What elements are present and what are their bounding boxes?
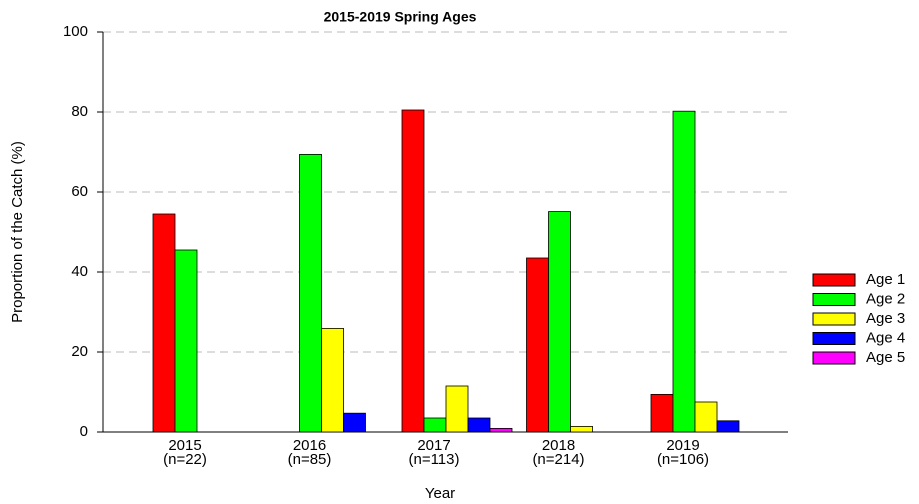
bar xyxy=(467,417,491,433)
legend-label: Age 4 xyxy=(866,329,905,346)
x-tick-label: 2018 xyxy=(542,437,575,454)
x-tick-label: 2019 xyxy=(666,437,699,454)
bar xyxy=(570,425,593,433)
y-tick-label: 80 xyxy=(71,103,88,120)
legend-swatch xyxy=(812,293,856,306)
bar xyxy=(526,257,549,433)
y-axis-title: Proportion of the Catch (%) xyxy=(9,141,26,323)
sample-size-label: (n=106) xyxy=(657,451,709,468)
sample-size-label: (n=113) xyxy=(408,451,459,468)
bar xyxy=(489,427,513,433)
sample-size-label: (n=214) xyxy=(532,451,584,468)
x-tick-label: 2017 xyxy=(417,437,450,454)
y-tick-label: 20 xyxy=(71,343,88,360)
sample-size-label: (n=22) xyxy=(163,451,207,468)
y-tick-label: 100 xyxy=(63,23,88,40)
bar xyxy=(672,110,696,433)
legend-swatch xyxy=(812,332,856,345)
legend-label: Age 5 xyxy=(866,349,905,366)
bar xyxy=(694,401,718,433)
legend-swatch xyxy=(812,312,856,326)
y-tick-label: 60 xyxy=(71,183,88,200)
bar xyxy=(152,213,176,433)
legend-label: Age 2 xyxy=(866,290,905,307)
legend-label: Age 3 xyxy=(866,310,905,327)
bar xyxy=(401,109,425,433)
bar xyxy=(548,211,571,433)
bar xyxy=(174,249,198,433)
bar xyxy=(445,385,469,433)
bar xyxy=(716,420,740,433)
x-axis-title: Year xyxy=(425,485,455,502)
bar xyxy=(423,417,447,433)
legend-label: Age 1 xyxy=(866,271,905,288)
chart-title: 2015-2019 Spring Ages xyxy=(324,9,477,25)
bar xyxy=(321,327,344,433)
y-tick-label: 40 xyxy=(71,263,88,280)
legend-swatch xyxy=(812,351,856,365)
legend-swatch xyxy=(812,273,856,287)
bar xyxy=(343,412,366,433)
bar xyxy=(299,153,322,433)
y-tick-label: 0 xyxy=(80,423,88,440)
sample-size-label: (n=85) xyxy=(288,451,332,468)
x-tick-label: 2015 xyxy=(168,437,201,454)
bar xyxy=(650,393,674,433)
x-tick-label: 2016 xyxy=(293,437,326,454)
